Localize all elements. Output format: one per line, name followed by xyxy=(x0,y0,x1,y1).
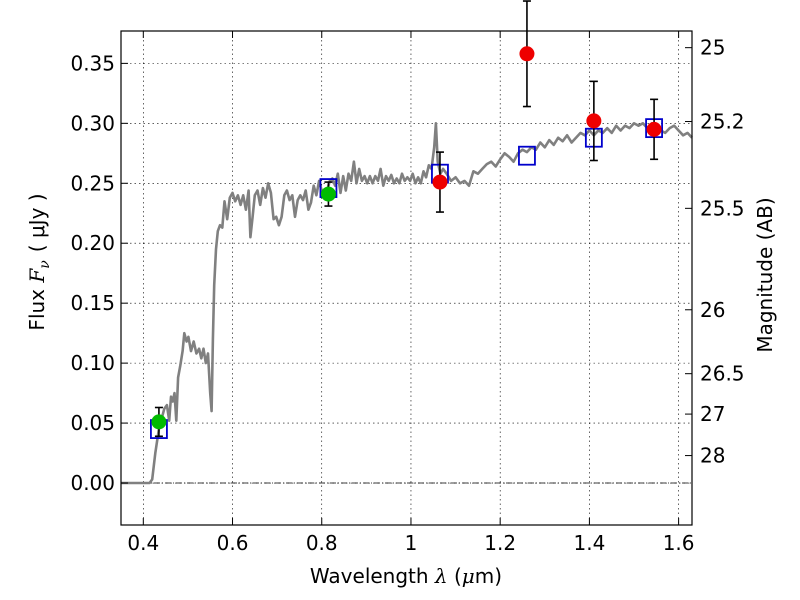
y-tick-label: 0.30 xyxy=(70,111,115,135)
y-tick-label: 0.35 xyxy=(70,51,115,75)
y-tick-labels: 0.00 0.05 0.10 0.15 0.20 0.25 0.30 0.35 xyxy=(70,51,115,495)
y-tick-label: 0.20 xyxy=(70,231,115,255)
observed-point-green xyxy=(320,186,336,202)
error-bars xyxy=(154,0,659,438)
y-tick-label: 0.10 xyxy=(70,351,115,375)
y-tick-label: 0.00 xyxy=(70,471,115,495)
y2-tick-label: 27 xyxy=(700,402,725,426)
grid-lines xyxy=(121,31,692,525)
x-tick-label: 1 xyxy=(405,531,418,555)
observed-points-series xyxy=(151,46,662,430)
observed-point-red xyxy=(586,113,602,129)
x-tick-label: 1.4 xyxy=(573,531,605,555)
x-tick-label: 0.8 xyxy=(306,531,338,555)
y2-tick-label: 26.5 xyxy=(700,362,745,386)
x-axis-title: Wavelength λ (μm) xyxy=(310,564,502,588)
observed-point-green xyxy=(151,414,167,430)
spectrum-line xyxy=(121,122,693,485)
model-points-series xyxy=(150,118,663,439)
x-tick-label: 0.6 xyxy=(217,531,249,555)
y2-tick-label: 26 xyxy=(700,298,725,322)
y-axis-title: Flux Fν( μJy ) xyxy=(25,193,53,330)
spectrum-series xyxy=(121,122,693,485)
y2-tick-label: 28 xyxy=(700,444,725,468)
x-tick-labels: 0.4 0.6 0.8 1 1.2 1.4 1.6 xyxy=(127,531,694,555)
observed-point-red xyxy=(646,121,662,137)
y2-tick-label: 25 xyxy=(700,36,725,60)
y2-tick-labels: 25 25.2 25.5 26 26.5 27 28 xyxy=(700,36,745,468)
observed-point-red xyxy=(432,174,448,190)
y2-tick-label: 25.2 xyxy=(700,110,745,134)
y2-axis-title: Magnitude (AB) xyxy=(753,197,777,352)
y-tick-label: 0.05 xyxy=(70,411,115,435)
axis-ticks xyxy=(121,31,692,525)
y-tick-label: 0.25 xyxy=(70,171,115,195)
x-tick-label: 1.6 xyxy=(663,531,695,555)
model-point-marker xyxy=(518,145,536,166)
plot-frame xyxy=(120,30,693,526)
x-tick-label: 1.2 xyxy=(484,531,516,555)
y2-tick-label: 25.5 xyxy=(700,196,745,220)
x-tick-label: 0.4 xyxy=(127,531,159,555)
observed-point-red xyxy=(519,46,535,62)
y-tick-label: 0.15 xyxy=(70,291,115,315)
